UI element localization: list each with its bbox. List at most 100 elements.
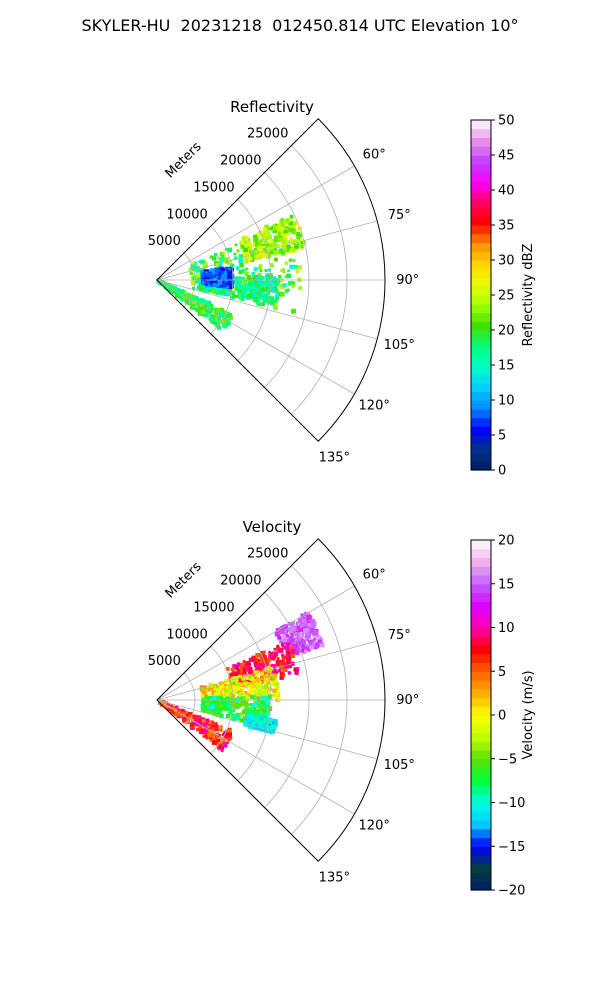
- echo-gate: [190, 294, 194, 298]
- range-tick-label: 15000: [193, 180, 234, 195]
- echo-gate: [298, 286, 302, 290]
- echo-gate: [212, 273, 217, 278]
- echo-gate: [265, 296, 270, 301]
- echo-gate: [249, 694, 255, 699]
- echo-gate: [292, 643, 297, 648]
- echo-gate: [219, 700, 224, 705]
- echo-gate: [282, 247, 287, 252]
- echo-gate: [216, 706, 220, 709]
- echo-gate: [218, 273, 224, 279]
- echo-gate: [206, 725, 210, 729]
- echo-gate: [265, 706, 269, 710]
- echo-gate: [202, 691, 207, 696]
- echo-gate: [245, 665, 251, 671]
- colorbar-segment: [471, 776, 491, 786]
- echo-gate: [260, 700, 265, 704]
- echo-gate: [215, 712, 221, 718]
- echo-gate: [218, 734, 222, 737]
- echo-gate: [175, 292, 180, 298]
- azimuth-tick-label: 75°: [388, 208, 411, 223]
- colorbar: −20 −15 −10 −5 0 5 10 15 20 Velocity (m/s): [470, 534, 536, 899]
- echo-gate: [218, 681, 223, 686]
- echo-gate: [304, 643, 309, 648]
- echo-gate: [223, 702, 227, 706]
- echo-gate: [245, 242, 249, 246]
- echo-gate: [203, 287, 207, 292]
- colorbar-segment: [471, 662, 491, 672]
- echo-gate: [301, 621, 306, 625]
- echo-gate: [231, 291, 235, 295]
- echo-gate: [249, 717, 255, 723]
- echo-gate: [244, 271, 249, 276]
- echo-gate: [234, 690, 239, 694]
- echo-gate: [270, 240, 274, 244]
- echo-gate: [306, 618, 310, 622]
- echo-gate: [267, 679, 271, 684]
- colorbar-segment: [471, 190, 491, 200]
- echo-gate: [200, 259, 206, 265]
- echo-gate: [174, 708, 178, 712]
- echo-gate: [244, 675, 250, 680]
- echo-gate: [248, 257, 253, 262]
- echo-gate: [189, 722, 194, 727]
- echo-gate: [271, 276, 277, 281]
- echo-gate: [274, 248, 277, 251]
- echo-gate: [271, 663, 276, 669]
- colorbar-segment: [471, 601, 491, 611]
- echo-gate: [211, 690, 216, 695]
- echo-gate: [238, 276, 242, 280]
- echo-gate: [236, 672, 241, 676]
- azimuth-tick-label: 60°: [363, 568, 386, 583]
- colorbar-segment: [471, 163, 491, 174]
- echo-gate: [222, 733, 226, 736]
- echo-gate: [249, 689, 254, 694]
- echo-gate: [267, 299, 272, 304]
- echo-gate: [212, 290, 216, 294]
- echo-gate: [189, 271, 194, 276]
- echo-gate: [264, 269, 268, 272]
- echo-gate: [221, 280, 225, 284]
- colorbar-tick-label: 40: [498, 184, 515, 199]
- echo-gate: [283, 229, 288, 234]
- echo-gate: [265, 718, 270, 722]
- echo-gate: [292, 259, 296, 262]
- colorbar-segment: [471, 793, 491, 804]
- echo-gate: [297, 622, 301, 626]
- echo-gate: [265, 282, 269, 286]
- echo-gate: [304, 635, 308, 638]
- echo-gate: [312, 622, 316, 626]
- echo-gate: [223, 257, 229, 263]
- echo-gate: [172, 285, 177, 290]
- echo-gate: [282, 659, 285, 662]
- echo-gate: [214, 726, 217, 730]
- colorbar-segment: [471, 155, 491, 165]
- colorbar-segment: [471, 697, 491, 707]
- echo-gate: [275, 693, 278, 697]
- echo-gate: [237, 278, 241, 283]
- echo-gate: [201, 700, 207, 706]
- echo-gate: [192, 276, 196, 280]
- echo-gate: [213, 711, 216, 714]
- echo-gate: [233, 256, 238, 260]
- echo-gate: [223, 682, 227, 687]
- echo-gate: [303, 616, 306, 620]
- azimuth-gridline: [156, 220, 378, 281]
- echo-gate: [277, 631, 281, 635]
- echo-gate: [222, 315, 227, 320]
- colorbar-segment: [471, 548, 491, 559]
- echo-gate: [236, 249, 240, 253]
- echo-gate: [243, 247, 249, 253]
- colorbar-segment: [471, 120, 491, 130]
- echo-gate: [309, 627, 315, 633]
- echo-gate: [207, 276, 211, 280]
- echo-gate: [190, 302, 194, 306]
- echo-gate: [198, 282, 202, 286]
- echo-gate: [224, 325, 228, 329]
- colorbar-segment: [471, 627, 491, 637]
- echo-gate: [231, 672, 235, 677]
- echo-gate: [265, 275, 269, 279]
- echo-gate: [260, 284, 264, 289]
- echo-gate: [196, 286, 201, 291]
- echo-gate: [271, 264, 274, 268]
- colorbar-tick-label: 35: [498, 219, 515, 234]
